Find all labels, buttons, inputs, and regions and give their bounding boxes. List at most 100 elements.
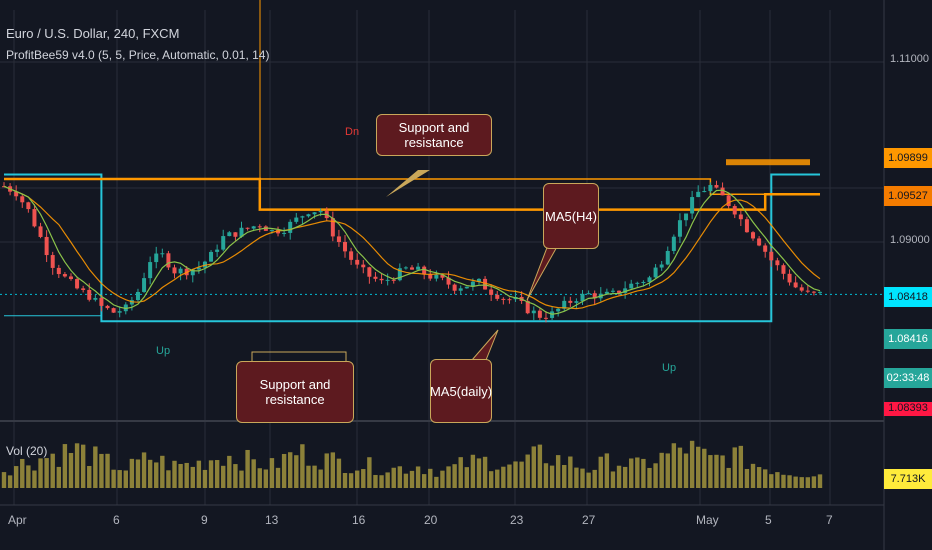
date-label-7: 7: [826, 513, 833, 527]
price-tag-1-09899: 1.09899: [884, 148, 932, 168]
indicator-legend[interactable]: ProfitBee59 v4.0 (5, 5, Price, Automatic…: [6, 48, 270, 62]
candle-body-106: [647, 277, 652, 282]
volume-bar-28: [172, 460, 177, 488]
price-label-1-11000: 1.11000: [890, 53, 929, 65]
candle-body-28: [172, 267, 177, 274]
volume-bar-6: [38, 458, 43, 488]
volume-bar-56: [342, 472, 348, 488]
candle-body-95: [580, 293, 585, 302]
volume-bar-78: [476, 458, 482, 488]
volume-bar-133: [811, 476, 817, 488]
volume-bar-30: [184, 462, 189, 488]
candle-body-76: [464, 286, 469, 289]
candle-body-25: [154, 253, 159, 263]
candle-body-120: [732, 206, 737, 215]
volume-bar-70: [428, 468, 433, 488]
volume-bar-48: [294, 455, 299, 488]
volume-bar-53: [324, 453, 329, 488]
candle-body-77: [470, 281, 475, 287]
volume-bar-130: [793, 476, 798, 488]
volume-bar-121: [738, 445, 744, 488]
volume-bar-106: [647, 467, 652, 488]
volume-bar-57: [348, 473, 354, 488]
candle-body-89: [543, 317, 548, 319]
candle-body-99: [604, 291, 609, 294]
volume-bar-124: [756, 467, 762, 488]
candle-body-27: [166, 253, 171, 268]
volume-bar-87: [531, 446, 536, 488]
volume-bar-23: [141, 452, 147, 488]
candle-body-104: [635, 282, 640, 284]
volume-bar-101: [616, 465, 622, 488]
candle-body-16: [99, 297, 104, 306]
candle-body-75: [458, 288, 463, 291]
volume-bar-11: [68, 452, 74, 488]
volume-bar-102: [622, 466, 628, 488]
candle-body-123: [751, 232, 756, 239]
candle-body-34: [209, 251, 214, 262]
volume-bar-46: [281, 453, 287, 488]
candle-body-115: [702, 191, 707, 193]
volume-bar-118: [720, 455, 725, 488]
volume-bar-113: [689, 440, 695, 488]
volume-bar-17: [105, 453, 110, 488]
volume-bar-86: [525, 454, 530, 488]
volume-bar-112: [683, 453, 689, 488]
candle-body-50: [306, 214, 311, 217]
candle-body-125: [763, 245, 768, 252]
candle-body-11: [68, 276, 73, 280]
volume-bar-1: [7, 475, 13, 488]
volume-legend[interactable]: Vol (20): [6, 444, 48, 458]
candle-body-14: [87, 289, 92, 300]
volume-bar-18: [111, 469, 116, 488]
volume-bar-8: [50, 453, 55, 488]
volume-bar-67: [409, 470, 415, 488]
candle-body-71: [434, 274, 439, 279]
candle-body-44: [269, 230, 274, 232]
volume-bar-62: [379, 475, 384, 488]
candle-body-62: [379, 278, 384, 281]
up-signal-marker-2: Up: [662, 362, 677, 374]
volume-bar-13: [80, 444, 86, 488]
volume-bar-77: [470, 454, 476, 488]
volume-bar-83: [507, 464, 512, 488]
candle-body-100: [610, 290, 615, 292]
candle-body-65: [397, 268, 402, 281]
candle-body-41: [251, 226, 256, 229]
volume-bar-97: [592, 469, 597, 488]
candle-body-20: [123, 304, 128, 312]
callout-support-resistance-bottom: Support and resistance: [236, 361, 354, 423]
volume-bar-123: [750, 463, 756, 488]
volume-bar-26: [160, 455, 165, 488]
volume-bar-72: [440, 470, 445, 488]
candle-body-29: [178, 268, 183, 274]
candle-body-39: [239, 227, 244, 237]
volume-bar-132: [805, 477, 811, 488]
volume-bar-75: [458, 457, 463, 488]
candle-body-31: [190, 269, 195, 276]
candle-body-51: [312, 212, 317, 215]
volume-bar-76: [464, 467, 470, 488]
candle-body-9: [56, 267, 61, 275]
candle-body-64: [391, 279, 396, 281]
candle-body-46: [282, 232, 287, 234]
candle-body-124: [757, 238, 762, 246]
candle-body-60: [367, 267, 372, 277]
candle-body-13: [81, 288, 86, 290]
volume-bar-58: [354, 470, 360, 488]
volume-bar-31: [190, 466, 195, 488]
candle-body-119: [726, 195, 731, 207]
candle-body-24: [148, 262, 153, 279]
candle-body-107: [653, 267, 658, 278]
candle-body-93: [568, 300, 573, 303]
date-label-6: 6: [113, 513, 120, 527]
price-label-1-09000: 1.09000: [890, 234, 930, 246]
sr-teal-line: [4, 173, 820, 323]
callout-ma5-h4: MA5(H4): [543, 183, 599, 249]
candle-body-97: [592, 293, 597, 299]
candle-body-102: [623, 288, 628, 293]
volume-bar-29: [178, 463, 183, 488]
candle-body-7: [44, 236, 49, 256]
volume-bar-2: [13, 466, 19, 488]
